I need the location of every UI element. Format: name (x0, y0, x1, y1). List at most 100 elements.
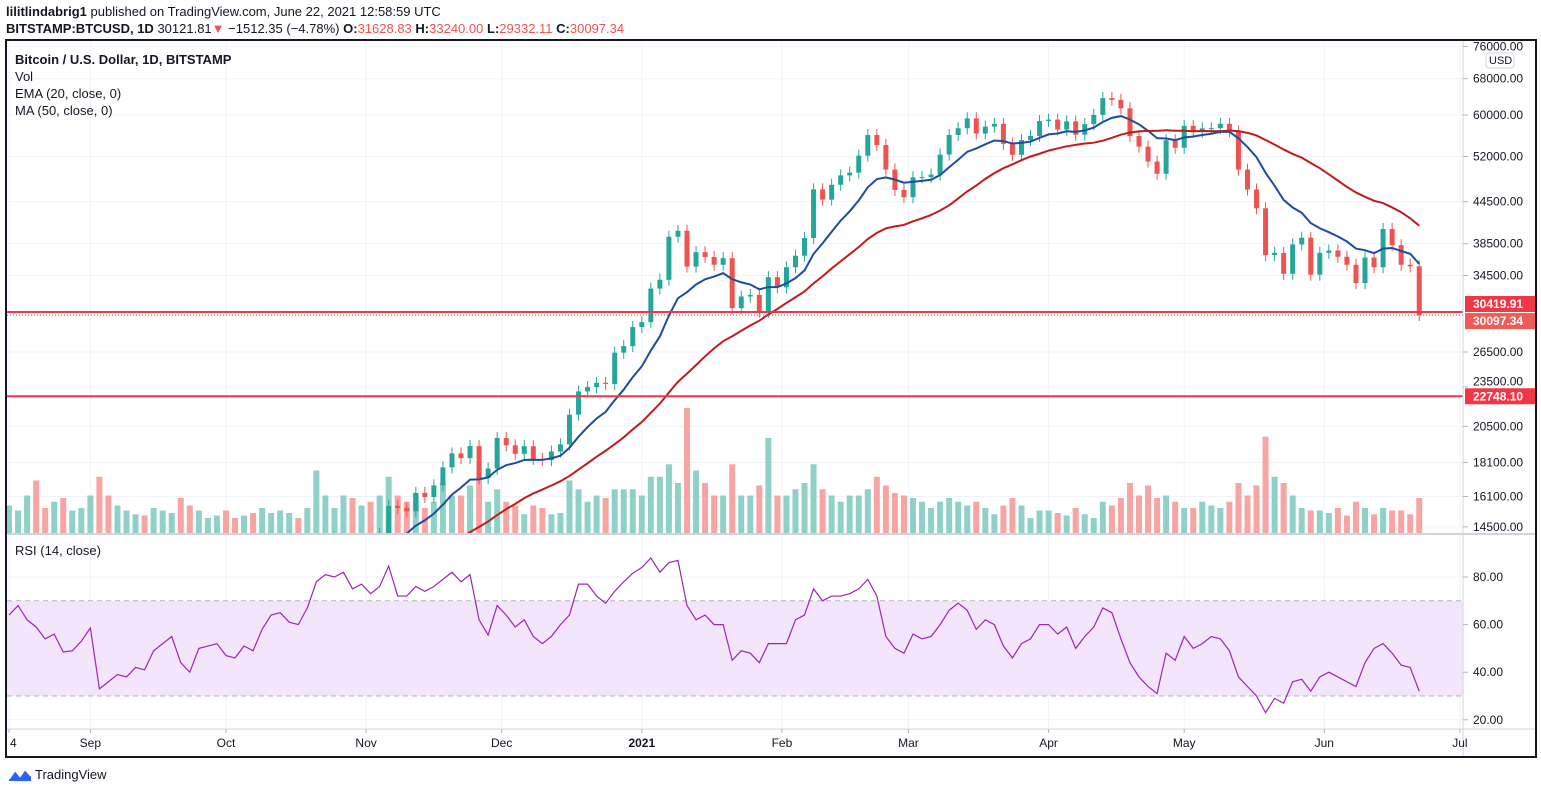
volume-bar (286, 513, 293, 533)
candle-body (404, 507, 410, 512)
candle-body (883, 145, 889, 170)
volume-bar (828, 495, 835, 533)
candle-body (729, 258, 735, 309)
candle-body (1217, 123, 1223, 129)
candle-body (332, 558, 337, 560)
volume-bar (232, 518, 238, 533)
volume-bar (1126, 483, 1133, 533)
candle-body (756, 294, 762, 312)
price-tick-label: 44500.00 (1473, 195, 1523, 209)
volume-bar (1371, 514, 1378, 533)
price-level-badge (1465, 313, 1535, 330)
low-value: 29332.11 (499, 21, 553, 36)
volume-bar (1289, 495, 1296, 533)
volume-bar (322, 495, 329, 533)
volume-bar (448, 495, 455, 533)
volume-bar (656, 476, 663, 533)
volume-bar (1217, 508, 1224, 533)
candle-body (964, 118, 970, 129)
candle-body (1308, 237, 1314, 275)
candle-body (1055, 119, 1061, 130)
volume-bar (647, 476, 654, 533)
candle-body (323, 560, 328, 563)
candle-body (1389, 228, 1395, 246)
volume-bar (1280, 483, 1287, 533)
volume-bar (1045, 510, 1052, 533)
price-level-badge (1465, 295, 1535, 312)
candle-body (1299, 237, 1305, 245)
volume-bar (295, 518, 302, 533)
volume-bar (891, 493, 898, 533)
volume-bar (105, 495, 112, 533)
legend-ema[interactable]: EMA (20, close, 0) (15, 86, 122, 101)
price-tick-label: 18100.00 (1473, 456, 1523, 470)
volume-bar (503, 501, 510, 533)
candle-body (386, 505, 392, 533)
candle-body (368, 541, 373, 546)
volume-bar (195, 510, 202, 533)
volume-bar (629, 489, 636, 533)
volume-bar (1163, 495, 1170, 533)
volume-bar (1136, 495, 1142, 533)
price-tick-label: 76000.00 (1473, 39, 1523, 53)
candle-body (874, 135, 880, 146)
volume-bar (123, 510, 130, 533)
volume-bar (277, 510, 284, 533)
volume-bar (1407, 514, 1414, 533)
volume-bar (394, 495, 401, 533)
candle-body (1416, 266, 1422, 316)
symbol-info: BITSTAMP:BTCUSD, 1D 30121.81▼ −1512.35 (… (6, 21, 624, 36)
volume-bar (855, 495, 862, 533)
candle-body (1362, 257, 1368, 284)
candle-body (1172, 140, 1178, 148)
candle-body (494, 437, 500, 469)
author-name[interactable]: lilitlindabrig1 (6, 4, 87, 19)
candle-body (1335, 250, 1341, 257)
legend-rsi[interactable]: RSI (14, close) (15, 543, 101, 558)
volume-bar (1380, 508, 1387, 533)
volume-bar (1253, 485, 1260, 533)
chart-frame (5, 39, 1537, 758)
volume-bar (665, 464, 672, 533)
candle-body (711, 257, 717, 265)
volume-bar (60, 498, 67, 533)
candle-body (341, 544, 346, 557)
down-arrow-icon: ▼ (211, 21, 225, 36)
candle-body (287, 594, 292, 596)
candle-body (910, 177, 916, 198)
volume-bar (1009, 498, 1016, 533)
time-tick-label: Nov (355, 736, 376, 750)
volume-bar (602, 498, 609, 533)
tradingview-logo[interactable]: TradingView (8, 766, 107, 782)
brand-name: TradingView (35, 766, 107, 782)
candle-body (576, 391, 582, 415)
volume-bar (204, 518, 211, 533)
candle-body (377, 534, 382, 547)
volume-bar (756, 485, 763, 533)
candle-body (1190, 125, 1196, 132)
volume-bar (864, 489, 871, 533)
ema-line (405, 115, 1420, 533)
price-pane (7, 92, 1423, 596)
candle-body (919, 177, 925, 179)
volume-bar (7, 505, 12, 533)
candle-body (585, 387, 591, 392)
volume-bar (792, 489, 799, 533)
open-value: 31628.83 (357, 21, 412, 36)
price-tick-label: 23500.00 (1473, 374, 1523, 388)
candle-body (603, 382, 609, 385)
legend-ma[interactable]: MA (50, close, 0) (15, 103, 113, 118)
legend-vol[interactable]: Vol (15, 69, 34, 84)
price-tick-label: 20500.00 (1473, 419, 1523, 433)
price-tick-label: 68000.00 (1473, 72, 1523, 86)
volume-bar (512, 505, 519, 533)
volume-bar (801, 483, 808, 533)
volume-bar (928, 508, 935, 533)
volume-bar (783, 495, 790, 533)
candle-body (1136, 136, 1142, 147)
candle-body (34, 583, 39, 585)
candle-body (973, 118, 979, 134)
symbol-label: BITSTAMP:BTCUSD, 1D (6, 21, 154, 36)
volume-bar (313, 470, 320, 533)
